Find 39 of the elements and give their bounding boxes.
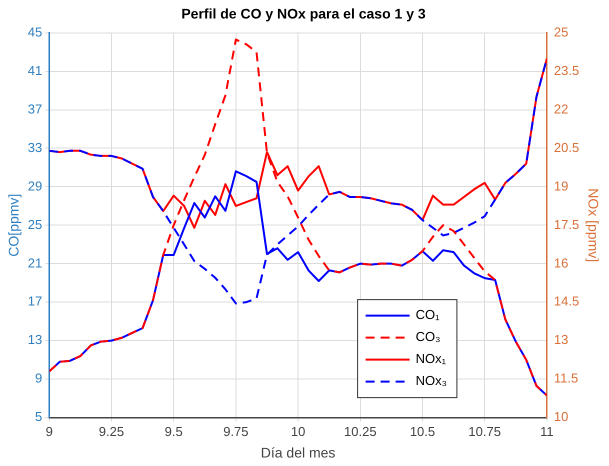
x-tick-label: 9 — [46, 424, 53, 439]
y2-tick-label: 19 — [554, 178, 568, 194]
legend-label: CO₃ — [416, 329, 440, 344]
x-tick-label: 10.75 — [468, 424, 501, 439]
y-tick-label: 41 — [28, 62, 42, 78]
y-tick-label: 45 — [28, 24, 42, 40]
y2-tick-label: 11.5 — [554, 370, 578, 386]
y2-tick-label: 14.5 — [554, 294, 580, 309]
x-tick-label: 10.25 — [344, 424, 377, 439]
x-tick-label: 11 — [540, 424, 554, 439]
y-tick-label: 17 — [28, 294, 42, 309]
y-tick-label: 21 — [28, 255, 42, 270]
x-axis-title: Día del mes — [260, 444, 336, 460]
legend-label: CO₁ — [416, 307, 440, 322]
y2-tick-label: 10 — [554, 409, 568, 424]
x-tick-label: 9.5 — [164, 424, 183, 439]
y2-tick-label: 23.5 — [554, 62, 580, 78]
y2-tick-label: 17.5 — [554, 216, 580, 232]
y-tick-label: 13 — [28, 332, 42, 348]
y-tick-label: 9 — [35, 370, 42, 386]
y-axis-title: CO[ppmv] — [5, 194, 22, 257]
y-tick-label: 33 — [28, 140, 42, 155]
y-tick-label: 25 — [28, 216, 42, 232]
y-tick-label: 5 — [35, 409, 42, 424]
x-tick-label: 9.75 — [223, 424, 249, 439]
y2-tick-label: 13 — [554, 332, 568, 348]
legend-label: NOx₃ — [416, 373, 447, 388]
y2-tick-label: 16 — [554, 255, 568, 270]
chart-title: Perfil de CO y NOx para el caso 1 y 3 — [181, 5, 426, 22]
y-tick-label: 29 — [28, 178, 42, 194]
y2-tick-label: 25 — [554, 24, 568, 40]
legend-label: NOx₁ — [416, 351, 447, 366]
y2-axis-title: NOx [ppmv] — [586, 188, 602, 262]
y2-tick-label: 20.5 — [554, 140, 580, 155]
x-tick-label: 10 — [290, 424, 306, 439]
x-tick-label: 10.5 — [410, 424, 436, 439]
y-tick-label: 37 — [28, 101, 42, 116]
x-tick-label: 9.25 — [98, 424, 124, 439]
y2-tick-label: 22 — [554, 101, 568, 116]
